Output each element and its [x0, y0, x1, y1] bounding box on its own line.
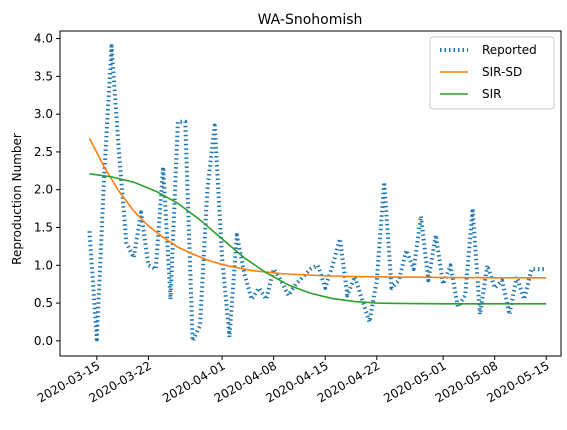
series-line-sir-sd: [88, 137, 547, 279]
y-axis: 0.0 0.5 1.0 1.5 2.0 2.5 3.0 3.5 4.0: [34, 32, 60, 348]
plot-frame: [59, 30, 562, 357]
legend-label-sir: SIR: [482, 87, 502, 101]
plot-area: [87, 44, 547, 343]
y-axis-label: Reproduction Number: [10, 133, 24, 265]
y-tick-label: 2.5: [34, 145, 53, 159]
chart-title: WA-Snohomish: [258, 12, 363, 28]
y-tick-label: 0.0: [34, 334, 53, 348]
legend-label-reported: Reported: [482, 43, 537, 57]
series-line-reported: [87, 44, 547, 343]
y-tick-label: 1.0: [34, 258, 53, 272]
y-tick-label: 3.5: [34, 69, 53, 83]
y-tick-label: 0.5: [34, 296, 53, 310]
legend: Reported SIR-SD SIR: [429, 36, 555, 110]
legend-box: [429, 36, 555, 110]
y-tick-label: 3.0: [34, 107, 53, 121]
legend-label-sir-sd: SIR-SD: [482, 65, 522, 79]
y-tick-label: 2.0: [34, 183, 53, 197]
y-tick-label: 1.5: [34, 221, 53, 235]
series-line-sir: [89, 173, 547, 305]
y-tick-label: 4.0: [34, 32, 53, 46]
